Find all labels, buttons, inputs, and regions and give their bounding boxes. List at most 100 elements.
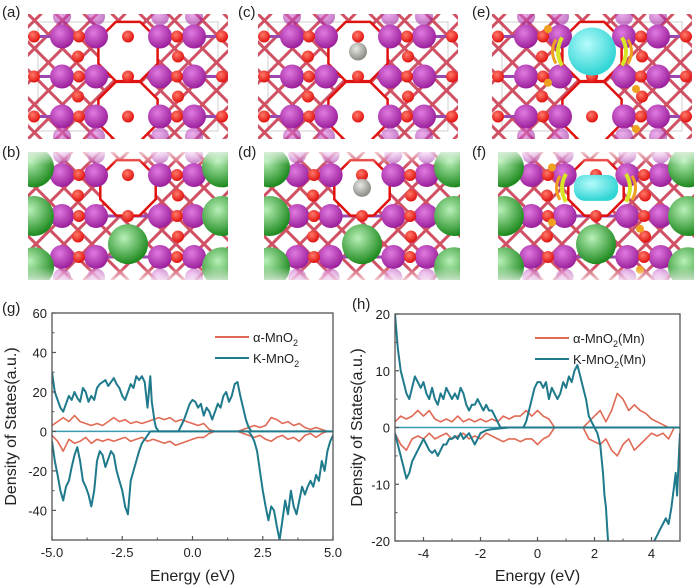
o-atom [28, 70, 40, 83]
dos-chart-g: (g) -5.0 -2.5 0.0 2.5 5.0 -40 -20 0 20 40 60 Energy … [2, 300, 342, 585]
mn-atom [378, 24, 402, 49]
series-line-k-mno2-up [52, 372, 333, 433]
series-line--mno2-mn--down [395, 426, 680, 457]
series-line--mno2-mn--up [395, 392, 680, 429]
mn-atom [412, 24, 436, 49]
o-atom [72, 50, 84, 63]
mn-atom [151, 14, 169, 26]
o-atom [636, 90, 648, 103]
o-atom [402, 50, 414, 63]
mn-atom [381, 127, 399, 139]
o-atom [536, 50, 548, 63]
o-atom [171, 70, 183, 83]
o-atom [172, 50, 184, 63]
tunnel-cavity [97, 20, 159, 139]
x-tick-label: 0.0 [183, 545, 201, 560]
x-tick-label: -2 [475, 546, 487, 561]
mn-atom [548, 104, 572, 129]
series-group [395, 314, 680, 541]
o-atom [680, 70, 692, 83]
o-atom [302, 90, 314, 103]
x-tick-label: 2 [591, 546, 598, 561]
mn-atom [182, 104, 206, 129]
o-atom [258, 30, 270, 43]
mn-atom [412, 104, 436, 129]
y-tick-label: -10 [371, 477, 390, 492]
x-tick-label: 4 [648, 546, 655, 561]
x-tick-label: -4 [418, 546, 430, 561]
mn-atom [151, 127, 169, 139]
crystal-structure-b [28, 152, 228, 280]
x-tick-label: 5.0 [324, 545, 342, 560]
mn-atom [378, 64, 402, 89]
mn-atom [50, 104, 74, 129]
legend-entry: K-MnO2(Mn) [573, 352, 646, 370]
o-atom [401, 70, 413, 83]
legend-entry: α-MnO2(Mn) [573, 331, 645, 349]
mn-atom [646, 24, 670, 49]
mn-atom [53, 14, 71, 26]
legend-entry: α-MnO2 [253, 330, 298, 348]
mn-atom [381, 14, 399, 26]
o-atom [636, 50, 648, 63]
mn-atom [84, 104, 108, 129]
mn-atom [612, 104, 636, 129]
o-atom [28, 30, 40, 43]
o-atom [401, 110, 413, 123]
series-line-k-mno2-mn--up [395, 314, 680, 429]
o-atom [216, 30, 228, 43]
mn-atom [514, 24, 538, 49]
x-axis-label: Energy (eV) [150, 568, 235, 585]
o-atom [216, 110, 228, 123]
mn-atom [280, 104, 304, 129]
crystal-structure-c [258, 14, 458, 139]
mn-atom [514, 104, 538, 129]
y-tick-label: 20 [33, 385, 47, 400]
mn-atom [50, 64, 74, 89]
o-atom [446, 110, 458, 123]
mn-atom [378, 104, 402, 129]
o-atom [216, 70, 228, 83]
mn-atom [517, 127, 535, 139]
o-atom [402, 90, 414, 103]
mn-atom [148, 24, 172, 49]
y-tick-label: 0 [383, 421, 390, 436]
atoms [258, 14, 458, 139]
o-atom [303, 70, 315, 83]
crystal-structure-a [28, 14, 228, 139]
o-atom [122, 30, 134, 43]
mn-atom [514, 64, 538, 89]
y-axis-label: Density of States(a.u.) [3, 347, 20, 505]
series-line-k-mno2-down [52, 430, 333, 540]
o-atom [492, 70, 504, 83]
atoms [28, 14, 228, 139]
o-atom [171, 30, 183, 43]
o-atom [172, 90, 184, 103]
charge-density-isosurface [544, 25, 640, 133]
mn-atom [646, 104, 670, 129]
panel-label-f: (f) [472, 144, 487, 161]
x-axis-label: Energy (eV) [495, 568, 580, 585]
o-atom [258, 70, 270, 83]
panel-label-d: (d) [238, 144, 257, 161]
x-tick-label: -5.0 [41, 545, 63, 560]
o-atom [72, 90, 84, 103]
o-atom [537, 30, 549, 43]
x-tick-label: 0 [534, 546, 541, 561]
series-line-k-mno2-mn--down [395, 426, 680, 541]
mn-atom [148, 64, 172, 89]
panel-label-a: (a) [2, 4, 21, 21]
panel-label-g: (g) [2, 300, 20, 317]
mn-atom [615, 127, 633, 139]
legend: α-MnO2(Mn) K-MnO2(Mn) [535, 331, 646, 370]
o-atom [352, 110, 364, 123]
o-atom [492, 30, 504, 43]
atoms [492, 14, 692, 139]
o-atom [258, 110, 270, 123]
mn-atom [415, 14, 433, 26]
adsorbed-atom [349, 42, 367, 61]
mn-atom [317, 127, 335, 139]
x-tick-label: 2.5 [254, 545, 272, 560]
o-atom [401, 30, 413, 43]
